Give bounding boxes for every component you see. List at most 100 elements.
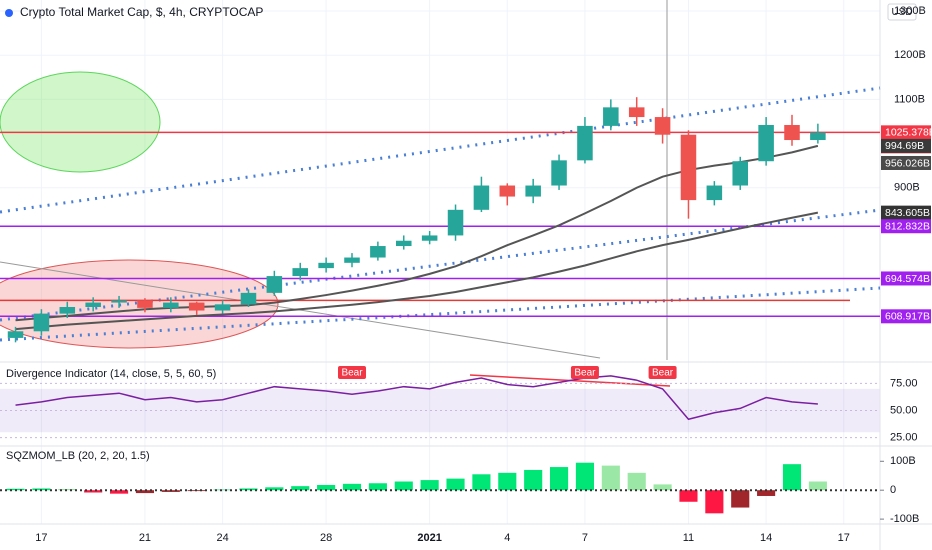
x-tick-label: 21	[139, 532, 151, 544]
momentum-bar	[679, 490, 698, 502]
momentum-bar	[498, 472, 517, 491]
candle-body	[628, 107, 645, 118]
momentum-title: SQZMOM_LB (20, 2, 20, 1.5)	[6, 450, 150, 462]
momentum-bar	[472, 474, 491, 491]
price-tag	[881, 138, 931, 153]
candle-body	[447, 209, 464, 236]
price-tag	[881, 271, 931, 286]
signal-box	[648, 366, 677, 379]
candle-body	[525, 185, 541, 197]
status-dot	[5, 9, 13, 17]
candle-body	[421, 235, 438, 241]
momentum-bar	[317, 484, 336, 491]
price-tag-label: 694.574B	[885, 273, 930, 285]
candle-body	[577, 125, 593, 161]
y-tick-label: 75.00	[890, 377, 918, 389]
price-tag-label: 608.917B	[885, 311, 930, 323]
signal-box	[570, 366, 599, 379]
candle-body	[473, 185, 490, 210]
candle-body	[214, 304, 231, 311]
candle-body	[318, 262, 334, 269]
price-tag-label: 843.605B	[885, 207, 930, 219]
price-tag	[881, 219, 931, 234]
price-tag-label: 956.026B	[885, 157, 930, 169]
momentum-bar	[731, 490, 750, 508]
candle-body	[240, 292, 257, 305]
momentum-bar	[368, 483, 387, 491]
currency: USD	[891, 7, 912, 18]
candle-body	[85, 302, 101, 307]
x-tick-label: 17	[838, 532, 850, 544]
candle-body	[706, 185, 723, 201]
candle-body	[266, 276, 283, 293]
momentum-bar	[782, 464, 802, 491]
y-tick-label: -100B	[890, 513, 919, 525]
y-tick-label: 0	[890, 484, 896, 496]
divergence-line	[15, 375, 818, 421]
currency-box	[887, 3, 917, 21]
momentum-bar	[394, 481, 413, 491]
momentum-bar	[213, 489, 232, 491]
momentum-bar	[342, 483, 362, 491]
momentum-bar	[265, 487, 284, 491]
y-tick-label: 1100B	[894, 93, 925, 105]
momentum-bar	[705, 490, 724, 514]
y-tick-label: 50.00	[890, 404, 918, 416]
x-tick-label: 7	[582, 532, 588, 544]
momentum-bar	[446, 478, 465, 491]
candle-body	[111, 300, 127, 303]
x-tick-label: 17	[35, 532, 47, 544]
candle-body	[370, 246, 386, 258]
x-tick-label: 14	[760, 532, 772, 544]
y-tick-label: 1200B	[894, 49, 926, 61]
drawing-ellipse	[0, 71, 161, 173]
momentum-bar	[550, 467, 569, 491]
momentum-bar	[84, 490, 103, 493]
momentum-bar	[239, 488, 258, 491]
candle-body	[758, 125, 774, 162]
candle-body	[396, 240, 412, 247]
momentum-bar	[58, 489, 77, 491]
signal-label: Bear	[341, 368, 363, 379]
momentum-bar	[524, 469, 543, 491]
price-tag	[881, 155, 931, 170]
moving-average	[15, 211, 819, 331]
candle-body	[603, 107, 619, 126]
momentum-bar	[653, 484, 672, 491]
signal-box	[338, 366, 366, 379]
signal-label: Bear	[652, 368, 674, 379]
x-tick-label: 11	[683, 532, 694, 544]
price-tag-label: 1025.378B	[885, 127, 932, 139]
candle-body	[59, 306, 76, 314]
candle-body	[784, 125, 800, 141]
price-tag	[881, 205, 931, 220]
price-tag-label: 812.832B	[885, 221, 930, 233]
momentum-bar	[420, 480, 439, 491]
momentum-bar	[808, 481, 827, 491]
candle-body	[732, 161, 748, 186]
trend-line	[0, 286, 881, 342]
candle-body	[654, 117, 671, 135]
momentum-bar	[601, 465, 620, 491]
candle-body	[163, 302, 179, 308]
candle-body	[551, 160, 567, 186]
price-tag-label: 994.69B	[885, 140, 924, 152]
candle-body	[810, 132, 826, 141]
candle-body	[680, 134, 697, 201]
momentum-bar	[135, 490, 154, 494]
candle-body	[188, 302, 205, 311]
price-tag	[881, 125, 931, 140]
price-tag	[881, 309, 931, 324]
y-tick-label: 1300B	[894, 5, 926, 17]
candle-body	[292, 268, 308, 277]
y-tick-label: 25.00	[890, 432, 918, 444]
x-tick-label: 24	[216, 532, 228, 544]
candle-body	[7, 331, 24, 338]
signal-label: Bear	[574, 368, 596, 379]
y-tick-label: 900B	[894, 182, 920, 194]
momentum-bar	[575, 462, 594, 491]
candle-body	[137, 300, 153, 308]
divergence-title: Divergence Indicator (14, close, 5, 5, 6…	[6, 368, 216, 380]
